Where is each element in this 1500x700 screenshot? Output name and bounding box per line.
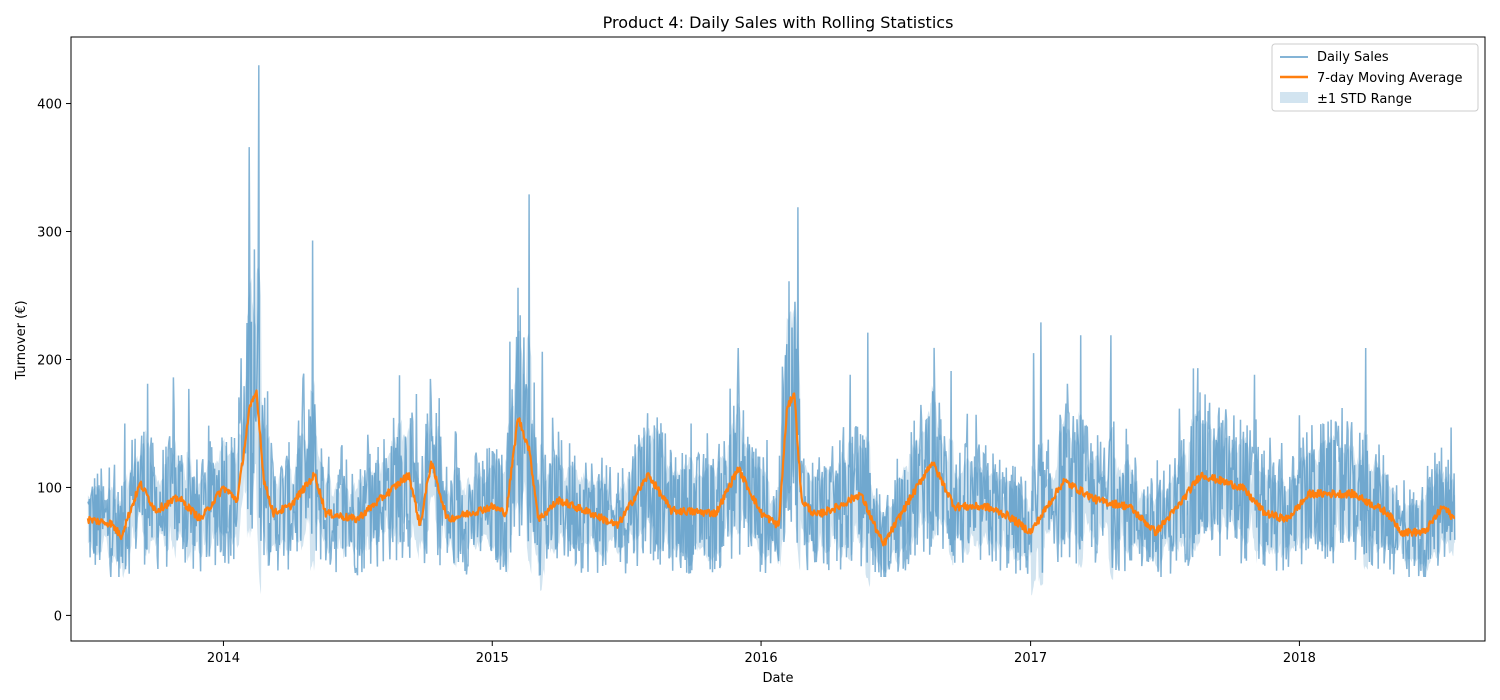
chart-title: Product 4: Daily Sales with Rolling Stat… <box>603 13 954 32</box>
x-tick-label: 2015 <box>476 651 509 666</box>
legend-moving-average-label: 7-day Moving Average <box>1317 71 1463 86</box>
legend-std-range-swatch <box>1280 92 1308 103</box>
legend-box <box>1271 43 1479 112</box>
y-tick-label: 100 <box>37 481 62 496</box>
x-axis-label: Date <box>762 671 793 686</box>
x-tick-label: 2018 <box>1283 651 1316 666</box>
y-axis: 0 100 200 300 400 <box>37 98 71 624</box>
plot-frame <box>70 36 1486 642</box>
x-axis: 2014 2015 2016 2017 2018 <box>207 641 1316 666</box>
x-tick-label: 2017 <box>1014 651 1047 666</box>
x-tick-label: 2014 <box>207 651 240 666</box>
moving-average-line <box>86 389 1456 547</box>
x-tick-label: 2016 <box>745 651 778 666</box>
y-tick-label: 0 <box>54 609 62 624</box>
legend: Daily Sales 7-day Moving Average ±1 STD … <box>1271 43 1479 112</box>
legend-std-range-label: ±1 STD Range <box>1317 92 1412 107</box>
y-tick-label: 200 <box>37 353 62 368</box>
y-tick-label: 400 <box>37 98 62 113</box>
plot-area <box>86 65 1456 596</box>
y-axis-label: Turnover (€) <box>14 300 29 380</box>
y-tick-label: 300 <box>37 226 62 241</box>
daily-sales-line <box>87 65 1456 578</box>
legend-daily-sales-label: Daily Sales <box>1317 50 1389 65</box>
